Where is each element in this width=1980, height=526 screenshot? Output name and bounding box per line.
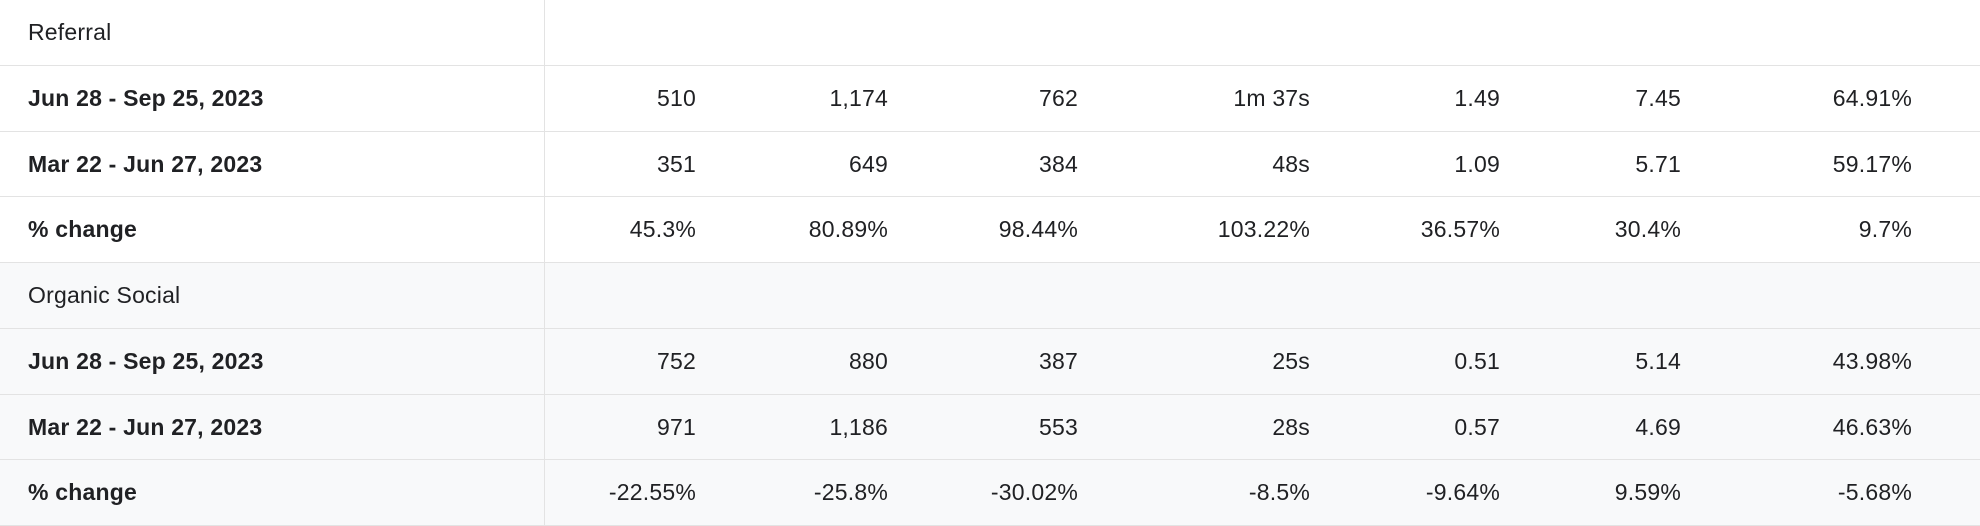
column-divider [544, 197, 545, 262]
metric-cell: 7.45 [1635, 84, 1681, 111]
metric-cell: 46.63% [1832, 413, 1912, 440]
metric-cell: 1.09 [1454, 150, 1500, 177]
metric-cell: 36.57% [1420, 216, 1500, 243]
data-row: Mar 22 - Jun 27, 2023 971 1,186 553 28s 0.57 4… [0, 394, 1980, 461]
column-divider [544, 394, 545, 460]
metric-cell: 5.14 [1635, 347, 1681, 374]
metric-cell: 80.89% [808, 216, 888, 243]
metric-cell: 880 [849, 347, 888, 374]
metric-cell: -8.5% [1248, 479, 1310, 506]
data-row: % change -22.55% -25.8% -30.02% -8.5% -9.64% 9… [0, 460, 1980, 526]
column-divider [544, 131, 545, 197]
row-label: Mar 22 - Jun 27, 2023 [28, 150, 263, 177]
metric-cell: 1.49 [1454, 84, 1500, 111]
group-row: Organic Social [0, 263, 1980, 329]
column-divider [544, 0, 545, 65]
metric-cell: -5.68% [1837, 479, 1912, 506]
metric-cell: 9.7% [1858, 216, 1912, 243]
metric-cell: 4.69 [1635, 413, 1681, 440]
row-label: Jun 28 - Sep 25, 2023 [28, 347, 264, 374]
metric-cell: 553 [1039, 413, 1078, 440]
metric-cell: 649 [849, 150, 888, 177]
metric-cell: 0.57 [1454, 413, 1500, 440]
metric-cell: -25.8% [813, 479, 888, 506]
row-label: % change [28, 216, 137, 243]
metric-cell: -9.64% [1425, 479, 1500, 506]
metric-cell: 28s [1272, 413, 1310, 440]
metric-cell: 387 [1039, 347, 1078, 374]
column-divider [544, 460, 545, 525]
data-row: % change 45.3% 80.89% 98.44% 103.22% 36.57% 30… [0, 197, 1980, 263]
group-row: Referral [0, 0, 1980, 66]
metric-cell: 752 [657, 347, 696, 374]
metric-cell: -30.02% [990, 479, 1078, 506]
metric-cell: 30.4% [1614, 216, 1681, 243]
metric-cell: -22.55% [608, 479, 696, 506]
metric-cell: 510 [657, 84, 696, 111]
metric-cell: 25s [1272, 347, 1310, 374]
row-label: % change [28, 479, 137, 506]
metric-cell: 1,174 [829, 84, 888, 111]
row-label: Mar 22 - Jun 27, 2023 [28, 413, 263, 440]
metric-cell: 5.71 [1635, 150, 1681, 177]
metric-cell: 1,186 [829, 413, 888, 440]
metric-cell: 384 [1039, 150, 1078, 177]
metric-cell: 64.91% [1832, 84, 1912, 111]
group-label: Organic Social [28, 282, 181, 308]
group-label: Referral [28, 19, 112, 45]
column-divider [544, 263, 545, 328]
metric-cell: 98.44% [998, 216, 1078, 243]
column-divider [544, 328, 545, 394]
column-divider [544, 65, 545, 131]
metric-cell: 9.59% [1614, 479, 1681, 506]
data-row: Mar 22 - Jun 27, 2023 351 649 384 48s 1.09 5.7… [0, 131, 1980, 198]
metric-cell: 59.17% [1832, 150, 1912, 177]
metric-cell: 48s [1272, 150, 1310, 177]
metric-cell: 103.22% [1217, 216, 1310, 243]
metric-cell: 45.3% [629, 216, 696, 243]
metric-cell: 762 [1039, 84, 1078, 111]
metric-cell: 351 [657, 150, 696, 177]
data-row: Jun 28 - Sep 25, 2023 510 1,174 762 1m 37s 1.… [0, 65, 1980, 132]
row-label: Jun 28 - Sep 25, 2023 [28, 84, 264, 111]
metric-cell: 0.51 [1454, 347, 1500, 374]
metric-cell: 43.98% [1832, 347, 1912, 374]
data-row: Jun 28 - Sep 25, 2023 752 880 387 25s 0.51 5.1… [0, 328, 1980, 395]
metric-cell: 971 [657, 413, 696, 440]
metric-cell: 1m 37s [1233, 84, 1310, 111]
